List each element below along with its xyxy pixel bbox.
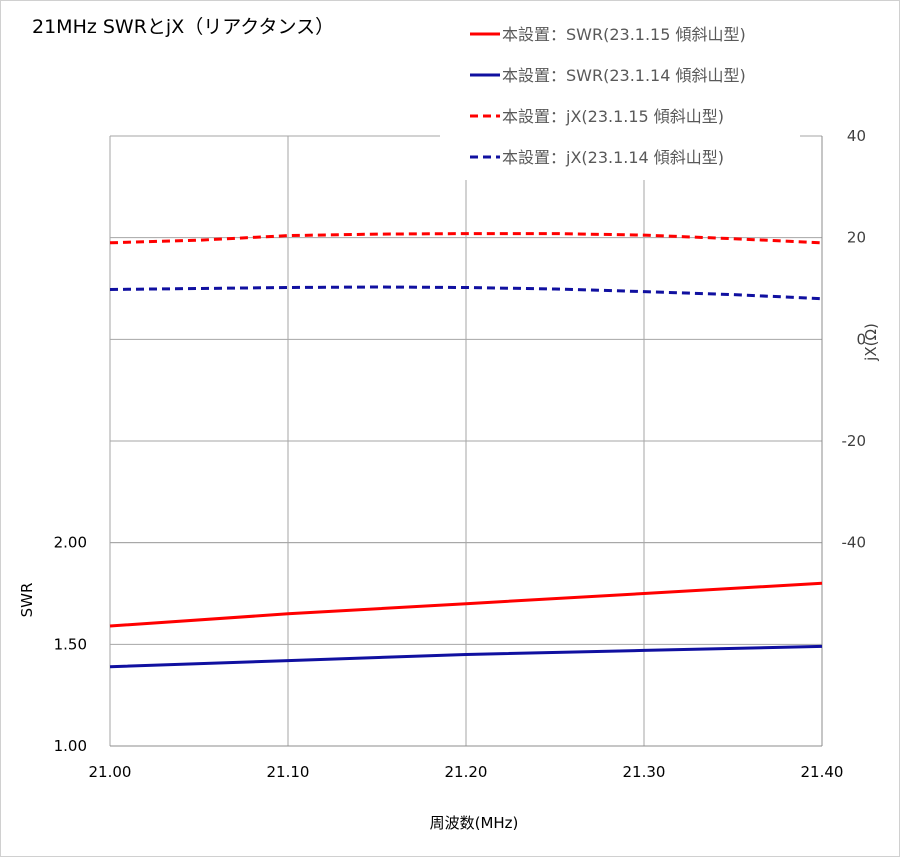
y2-tick-label: 20 (847, 229, 866, 247)
legend-entry-3: 本設置：jX(23.1.15 傾斜山型) (502, 107, 724, 126)
series-line-1 (109, 581, 823, 628)
x-tick-label: 21.20 (445, 763, 488, 781)
grid-layer (109, 135, 822, 746)
x-tick-label: 21.30 (623, 763, 666, 781)
x-tick-label: 21.10 (267, 763, 310, 781)
y2-axis-label: jX(Ω) (862, 323, 880, 362)
legend-entry-1: 本設置：SWR(23.1.15 傾斜山型) (502, 25, 746, 44)
series-line-3 (109, 232, 823, 245)
y-tick-label: 2.00 (54, 534, 87, 552)
y2-tick-label: 40 (847, 127, 866, 145)
legend-background (440, 12, 800, 180)
series-line-2 (109, 644, 823, 669)
x-axis-label: 周波数(MHz) (430, 814, 519, 832)
ticks-layer: 21.00 21.10 21.20 21.30 21.40 40 20 0 -20 -40 1.00… (54, 127, 866, 781)
y-tick-label: 1.00 (54, 737, 87, 755)
y-tick-label: 1.50 (54, 635, 87, 653)
y2-tick-label: 0 (856, 330, 866, 348)
y-axis-label: SWR (18, 583, 36, 618)
legend-entry-2: 本設置：SWR(23.1.14 傾斜山型) (502, 66, 746, 85)
series-layer (109, 232, 823, 669)
legend: 本設置：SWR(23.1.15 傾斜山型) 本設置：SWR(23.1.14 傾斜山… (440, 12, 800, 180)
legend-entry-4: 本設置：jX(23.1.14 傾斜山型) (502, 148, 724, 167)
chart-title: 21MHz SWRとjX（リアクタンス） (32, 16, 334, 38)
series-line-4 (109, 285, 823, 301)
x-tick-label: 21.00 (89, 763, 132, 781)
y2-tick-label: -40 (842, 534, 867, 552)
x-tick-label: 21.40 (801, 763, 844, 781)
y2-tick-label: -20 (842, 432, 867, 450)
